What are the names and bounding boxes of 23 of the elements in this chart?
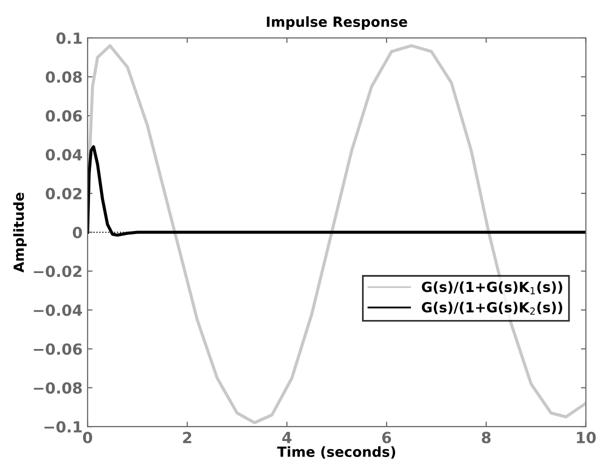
y-axis-title: Amplitude	[13, 192, 27, 272]
y-tick-label: 0.08	[46, 71, 82, 83]
legend-label: G(s)/(1+G(s)K$_{2}$(s))	[422, 302, 562, 315]
y-tick-label: 0.1	[56, 32, 82, 44]
y-tick-label: 0.02	[46, 188, 82, 200]
x-axis-title: Time (seconds)	[277, 446, 396, 459]
x-tick-label: 4	[282, 432, 292, 444]
y-tick-label: 0.06	[46, 110, 82, 122]
x-tick-label: 8	[482, 432, 491, 444]
x-tick-label: 6	[382, 432, 392, 444]
chart-title: Impulse Response	[266, 16, 408, 30]
y-tick-label: 0.04	[46, 148, 82, 161]
y-tick-label: −0.06	[34, 343, 82, 355]
line-series	[88, 44, 586, 424]
legend-label: G(s)/(1+G(s)K$_{1}$(s))	[422, 281, 562, 294]
y-tick-label: 0	[72, 226, 82, 238]
y-tick-label: −0.04	[34, 304, 82, 316]
x-tick-label: 10	[576, 432, 596, 444]
y-tick-label: −0.1	[44, 421, 82, 433]
x-tick-label: 2	[183, 432, 192, 444]
x-tick-label: 0	[82, 432, 92, 444]
y-tick-label: −0.02	[34, 266, 82, 278]
y-tick-label: −0.08	[34, 382, 82, 394]
